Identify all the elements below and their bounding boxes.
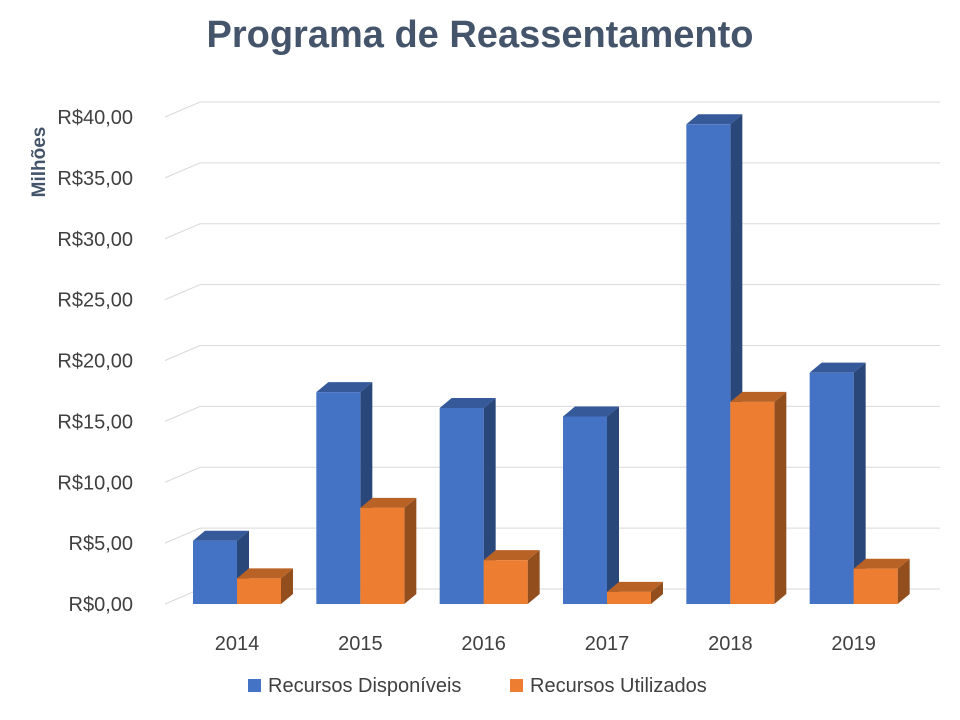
x-axis-ticks: 2014 2015 2016 2017 2018 2019 xyxy=(215,633,876,655)
y-tick-label: R$0,00 xyxy=(69,594,134,616)
bar-front xyxy=(360,507,405,604)
bar-side xyxy=(404,497,417,604)
bar-front xyxy=(853,568,898,604)
bar-front xyxy=(193,540,237,604)
bar-2014-utilizados xyxy=(237,568,293,604)
bar-top xyxy=(193,530,249,541)
bar-2016-disponiveis xyxy=(439,397,496,604)
y-tick-label: R$15,00 xyxy=(57,411,133,433)
bar-front xyxy=(607,591,651,604)
bar-2015-utilizados xyxy=(360,497,417,604)
legend-label: Recursos Disponíveis xyxy=(268,675,461,697)
y-tick-label: R$20,00 xyxy=(57,351,133,373)
bar-front xyxy=(439,407,484,604)
bar-top xyxy=(563,406,619,417)
bar-side xyxy=(483,397,496,604)
bar-side xyxy=(281,568,293,604)
x-tick-label: 2017 xyxy=(585,633,630,655)
bar-side xyxy=(607,406,619,604)
gridline xyxy=(164,101,940,118)
gridline xyxy=(164,284,940,301)
bar-side xyxy=(853,362,866,604)
bar-top xyxy=(316,382,373,393)
legend-swatch xyxy=(248,679,261,692)
bar-front xyxy=(686,124,731,605)
bar-front xyxy=(563,416,607,604)
bar-2017-utilizados xyxy=(607,581,663,604)
bar-top xyxy=(730,391,787,402)
bar-top xyxy=(483,550,540,561)
bar-top xyxy=(607,581,663,592)
gridline xyxy=(164,345,940,361)
legend-label: Recursos Utilizados xyxy=(530,675,707,697)
x-tick-label: 2019 xyxy=(831,633,876,655)
bar-side xyxy=(774,391,787,604)
y-tick-label: R$10,00 xyxy=(57,472,133,494)
legend-item: Recursos Utilizados xyxy=(510,675,707,697)
bar-top xyxy=(237,568,293,579)
bar-2018-utilizados xyxy=(730,391,787,604)
y-tick-label: R$30,00 xyxy=(57,229,133,251)
bars-layer xyxy=(193,114,910,605)
y-axis-label: Milhões xyxy=(29,127,50,198)
gridline xyxy=(164,162,940,179)
y-tick-label: R$35,00 xyxy=(57,168,133,190)
y-tick-label: R$5,00 xyxy=(69,533,134,555)
x-tick-label: 2015 xyxy=(338,633,383,655)
bar-front xyxy=(730,401,775,604)
bar-2019-utilizados xyxy=(853,558,910,604)
bar-front xyxy=(483,560,528,604)
bar-side xyxy=(527,550,540,604)
bar-front xyxy=(809,372,854,604)
legend-swatch xyxy=(510,679,523,692)
y-axis-ticks: R$0,00 R$5,00 R$10,00 R$15,00 R$20,00 R$25,00… xyxy=(57,107,133,616)
bar-front xyxy=(316,392,361,604)
bar-2016-utilizados xyxy=(483,550,540,604)
chart-title: Programa de Reassentamento xyxy=(206,14,754,56)
y-tick-label: R$25,00 xyxy=(57,290,133,312)
bar-top xyxy=(439,397,496,408)
bar-top xyxy=(809,362,866,373)
bar-top xyxy=(360,497,417,508)
bar-side xyxy=(897,558,910,604)
x-tick-label: 2018 xyxy=(708,633,753,655)
bar-2017-disponiveis xyxy=(563,406,619,604)
bar-front xyxy=(237,578,281,604)
y-tick-label: R$40,00 xyxy=(57,107,133,129)
legend: Recursos Disponíveis Recursos Utilizados xyxy=(248,675,707,697)
bar-side xyxy=(651,581,663,604)
x-tick-label: 2016 xyxy=(461,633,506,655)
legend-item: Recursos Disponíveis xyxy=(248,675,461,697)
gridline xyxy=(164,223,940,240)
bar-2019-disponiveis xyxy=(809,362,866,604)
bar-top xyxy=(686,114,743,125)
x-tick-label: 2014 xyxy=(215,633,260,655)
bar-top xyxy=(853,558,910,569)
